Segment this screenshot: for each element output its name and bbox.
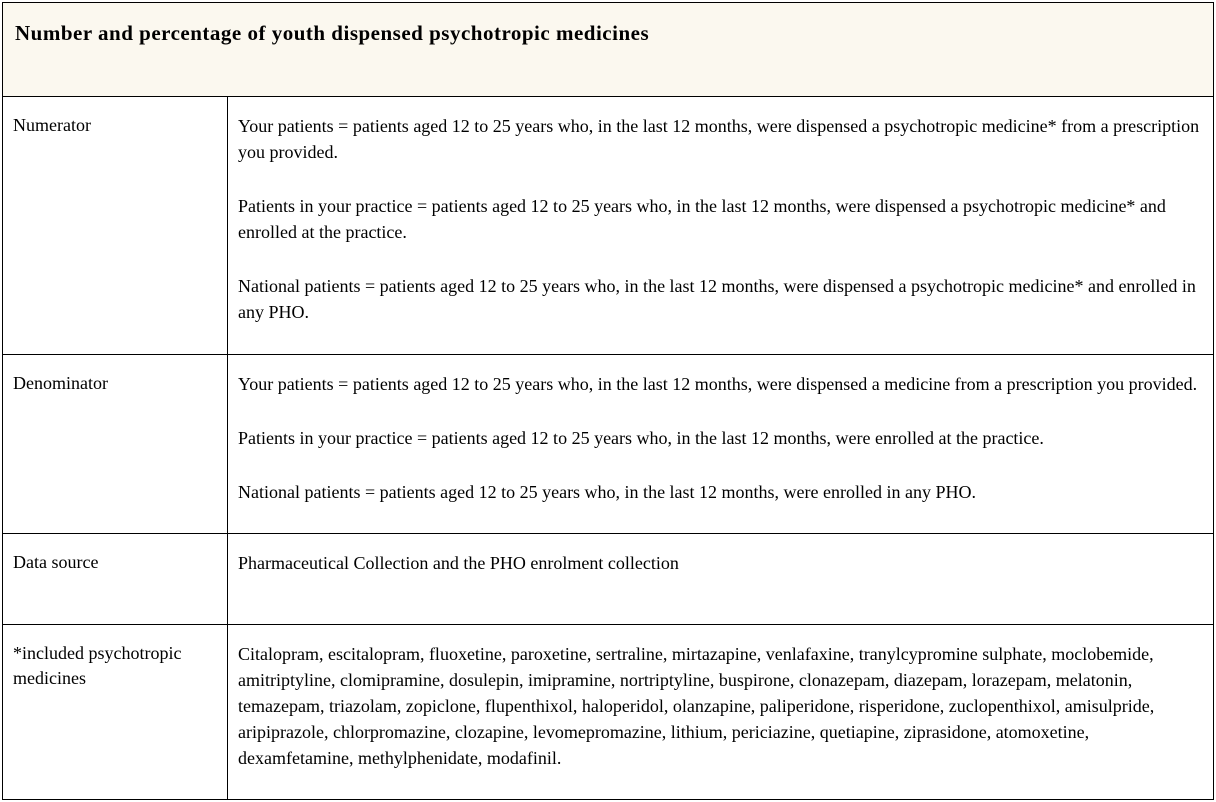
row-value-medicines: Citalopram, escitalopram, fluoxetine, pa… [228,625,1213,799]
definition-table: Number and percentage of youth dispensed… [2,2,1214,800]
row-value-denominator: Your patients = patients aged 12 to 25 y… [228,355,1213,533]
paragraph-text: Patients in your practice = patients age… [238,425,1203,451]
row-label-denominator: Denominator [3,355,228,533]
table-header-row: Number and percentage of youth dispensed… [3,3,1213,97]
paragraph-text: Citalopram, escitalopram, fluoxetine, pa… [238,641,1203,771]
row-label-medicines: *included psychotropic medicines [3,625,228,799]
paragraph-text: National patients = patients aged 12 to … [238,479,1203,505]
row-value-datasource: Pharmaceutical Collection and the PHO en… [228,534,1213,624]
row-label-numerator: Numerator [3,97,228,354]
table-row: *included psychotropic medicines Citalop… [3,625,1213,799]
table-title: Number and percentage of youth dispensed… [15,21,1201,46]
row-value-numerator: Your patients = patients aged 12 to 25 y… [228,97,1213,354]
row-label-datasource: Data source [3,534,228,624]
paragraph-text: Patients in your practice = patients age… [238,193,1203,245]
table-row: Denominator Your patients = patients age… [3,355,1213,534]
paragraph-text: Your patients = patients aged 12 to 25 y… [238,113,1203,165]
paragraph-text: National patients = patients aged 12 to … [238,273,1203,325]
paragraph-text: Pharmaceutical Collection and the PHO en… [238,550,1203,576]
table-row: Data source Pharmaceutical Collection an… [3,534,1213,625]
paragraph-text: Your patients = patients aged 12 to 25 y… [238,371,1203,397]
table-row: Numerator Your patients = patients aged … [3,97,1213,355]
